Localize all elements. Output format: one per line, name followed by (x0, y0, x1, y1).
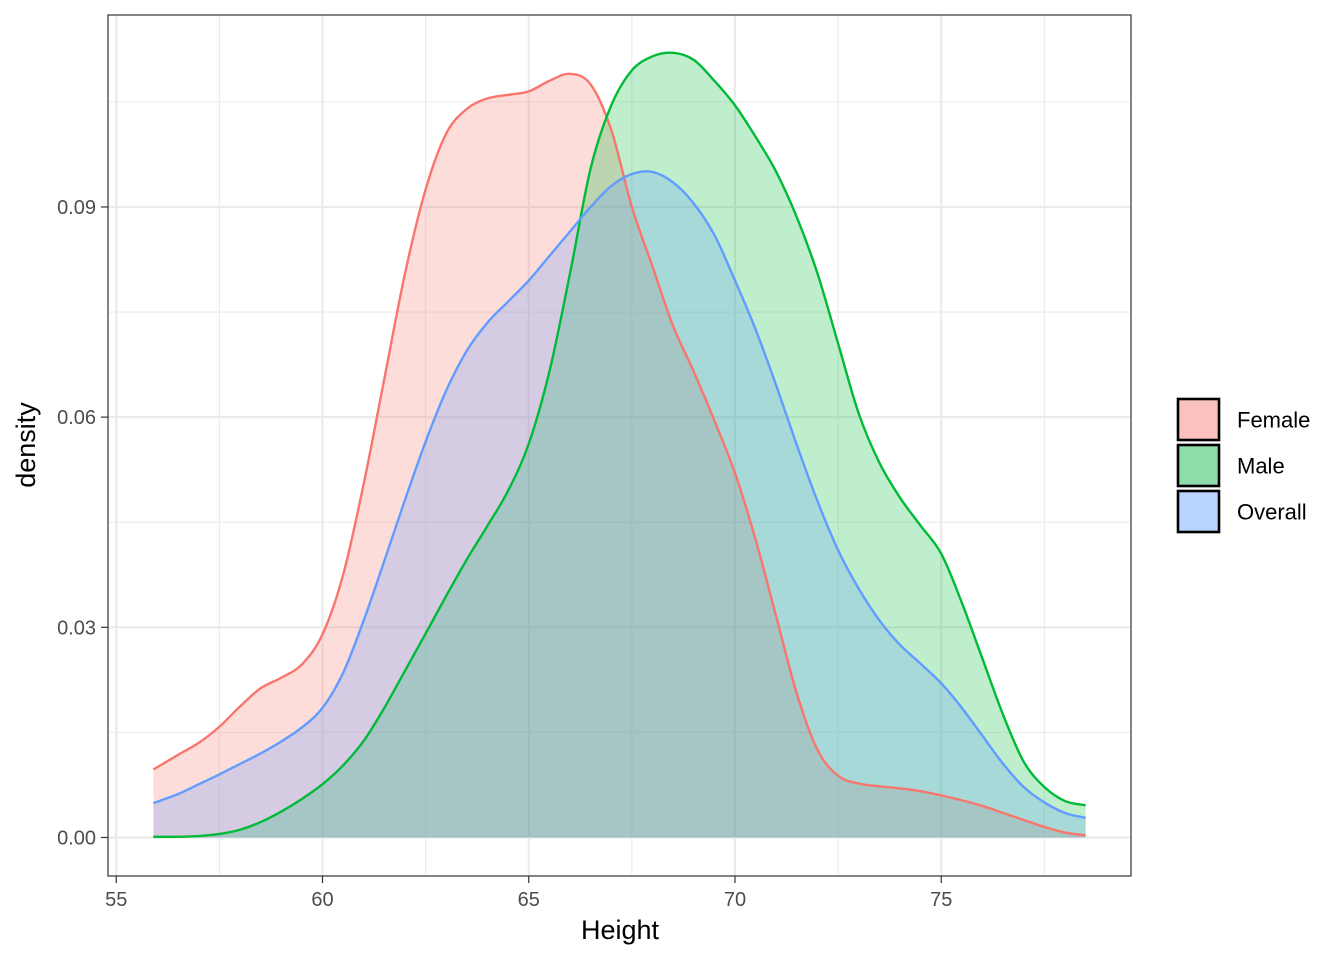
density-line-overall (152, 170, 1086, 820)
x-tick-label: 75 (930, 889, 952, 911)
x-tick-label: 55 (105, 889, 127, 911)
legend-item-female: Female (1176, 397, 1310, 442)
density-area-female (153, 73, 1086, 838)
y-axis-title: density (11, 402, 41, 488)
legend-label-female: Female (1237, 408, 1310, 433)
legend-item-male: Male (1176, 443, 1285, 488)
x-tick-label: 65 (518, 889, 540, 911)
x-axis-title: Height (581, 915, 660, 945)
legend-item-overall: Overall (1176, 489, 1307, 534)
y-tick-label: 0.09 (57, 197, 96, 219)
y-tick-label: 0.03 (57, 617, 96, 639)
grid-lines (108, 15, 1131, 876)
x-tick-label: 60 (311, 889, 333, 911)
legend-label-overall: Overall (1237, 500, 1307, 525)
legend-key-male (1176, 443, 1221, 488)
legend: Female Male Overall (1176, 397, 1310, 534)
density-area-male (153, 52, 1086, 838)
y-tick-label: 0.00 (57, 827, 96, 849)
axes: 55 60 65 70 75 0.00 0.03 0.06 0.09 (57, 197, 952, 911)
legend-label-male: Male (1237, 454, 1285, 479)
plot-panel-border (107, 14, 1132, 877)
density-lines (152, 51, 1086, 839)
legend-key-female (1176, 397, 1221, 442)
y-tick-label: 0.06 (57, 407, 96, 429)
x-tick-label: 70 (724, 889, 746, 911)
density-area-overall (153, 171, 1086, 838)
density-areas (153, 52, 1086, 838)
density-line-female (152, 72, 1086, 837)
density-line-male (153, 51, 1086, 839)
legend-key-overall (1176, 489, 1221, 534)
